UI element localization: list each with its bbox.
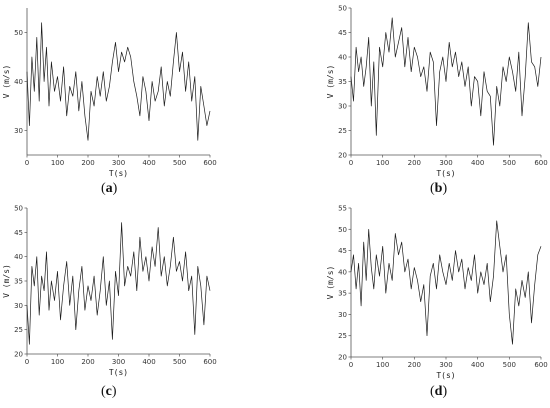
caption-a-letter: a xyxy=(105,181,113,196)
x-tick-label-a-4: 400 xyxy=(142,159,155,167)
chart-panel-b: 0 100 200 300 400 500 600 20 25 30 35 40 45 50 T(s) V (… xyxy=(312,0,550,179)
y-tick-label-b-2: 30 xyxy=(338,103,347,111)
y-tick-label-d-6: 50 xyxy=(338,226,347,234)
series-line-c-0 xyxy=(26,222,211,345)
x-tick-label-a-3: 300 xyxy=(112,159,125,167)
y-tick-label-d-5: 45 xyxy=(338,247,347,255)
x-axis-title-b: T(s) xyxy=(436,169,455,178)
series-line-b-0 xyxy=(350,17,542,146)
x-tick-label-c-4: 400 xyxy=(142,358,155,366)
caption-b-letter: b xyxy=(434,181,443,196)
caption-b: (b) xyxy=(430,181,448,196)
y-tick-label-d-2: 30 xyxy=(338,311,347,319)
y-tick-label-c-6: 50 xyxy=(14,205,23,213)
chart-c: 0 100 200 300 400 500 600 20 25 30 35 40 45 50 T(s) V (… xyxy=(2,205,217,378)
y-tick-label-a-2: 50 xyxy=(14,29,23,37)
y-axis-title-b: V (m/s) xyxy=(326,65,335,99)
x-tick-label-c-6: 600 xyxy=(203,358,216,366)
x-tick-label-b-3: 300 xyxy=(439,159,452,167)
y-tick-label-c-5: 45 xyxy=(14,229,23,237)
y-tick-label-b-4: 40 xyxy=(338,54,347,62)
y-tick-label-d-7: 55 xyxy=(338,205,347,213)
caption-c: (c) xyxy=(101,384,117,399)
y-tick-label-b-3: 35 xyxy=(338,78,347,86)
x-axis-title-d: T(s) xyxy=(436,371,455,380)
chart-d: 0 100 200 300 400 500 600 20 25 30 35 40 45 50 55 T(s) V… xyxy=(326,205,548,381)
x-tick-label-c-5: 500 xyxy=(173,358,186,366)
x-tick-label-a-5: 500 xyxy=(173,159,186,167)
y-tick-label-c-0: 20 xyxy=(14,351,23,359)
x-tick-label-b-1: 100 xyxy=(376,159,389,167)
y-tick-label-b-0: 20 xyxy=(338,152,347,160)
caption-c-letter: c xyxy=(105,384,112,399)
x-tick-label-a-6: 600 xyxy=(203,159,216,167)
y-tick-label-d-3: 35 xyxy=(338,290,347,298)
series-line-d-0 xyxy=(350,220,542,345)
chart-b: 0 100 200 300 400 500 600 20 25 30 35 40 45 50 T(s) V (… xyxy=(326,5,548,179)
y-tick-label-c-3: 35 xyxy=(14,278,23,286)
x-tick-label-d-0: 0 xyxy=(349,361,353,369)
y-tick-label-c-1: 25 xyxy=(14,326,23,334)
x-tick-label-d-3: 300 xyxy=(439,361,452,369)
chart-a: 0 100 200 300 400 500 600 30 40 50 T(s) V (m/s) xyxy=(2,8,217,178)
y-axis-title-c: V (m/s) xyxy=(2,264,11,298)
y-axis-title-a: V (m/s) xyxy=(2,65,11,99)
x-tick-label-d-2: 200 xyxy=(408,361,421,369)
caption-d-letter: d xyxy=(434,384,443,399)
x-axis-title-c: T(s) xyxy=(109,368,128,377)
x-tick-label-c-0: 0 xyxy=(25,358,29,366)
x-tick-label-b-0: 0 xyxy=(349,159,353,167)
x-tick-label-c-2: 200 xyxy=(81,358,94,366)
y-tick-label-a-0: 30 xyxy=(14,127,23,135)
series-line-a-0 xyxy=(26,22,211,141)
y-tick-label-b-5: 45 xyxy=(338,29,347,37)
x-tick-label-b-5: 500 xyxy=(503,159,516,167)
y-tick-label-c-4: 40 xyxy=(14,253,23,261)
x-tick-label-c-1: 100 xyxy=(51,358,64,366)
x-tick-label-d-6: 600 xyxy=(534,361,547,369)
chart-panel-d: 0 100 200 300 400 500 600 20 25 30 35 40 45 50 55 T(s) V… xyxy=(312,200,550,381)
y-tick-label-d-0: 20 xyxy=(338,354,347,362)
y-tick-label-c-2: 30 xyxy=(14,302,23,310)
x-tick-label-a-0: 0 xyxy=(25,159,29,167)
x-tick-label-d-4: 400 xyxy=(471,361,484,369)
chart-panel-c: 0 100 200 300 400 500 600 20 25 30 35 40 45 50 T(s) V (… xyxy=(0,200,225,378)
y-tick-label-d-4: 40 xyxy=(338,268,347,276)
y-axis-title-d: V (m/s) xyxy=(326,266,335,300)
y-tick-label-b-1: 25 xyxy=(338,127,347,135)
x-tick-label-d-5: 500 xyxy=(503,361,516,369)
y-tick-label-a-1: 40 xyxy=(14,78,23,86)
caption-a: (a) xyxy=(101,181,118,196)
x-tick-label-b-6: 600 xyxy=(534,159,547,167)
x-tick-label-d-1: 100 xyxy=(376,361,389,369)
caption-d: (d) xyxy=(430,384,448,399)
chart-panel-a: 0 100 200 300 400 500 600 30 40 50 T(s) V (m/s) xyxy=(0,0,225,178)
x-tick-label-b-4: 400 xyxy=(471,159,484,167)
x-tick-label-a-1: 100 xyxy=(51,159,64,167)
x-axis-title-a: T(s) xyxy=(109,169,128,178)
y-tick-label-d-1: 25 xyxy=(338,332,347,340)
y-tick-label-b-6: 50 xyxy=(338,5,347,13)
x-tick-label-c-3: 300 xyxy=(112,358,125,366)
x-tick-label-b-2: 200 xyxy=(408,159,421,167)
x-tick-label-a-2: 200 xyxy=(81,159,94,167)
